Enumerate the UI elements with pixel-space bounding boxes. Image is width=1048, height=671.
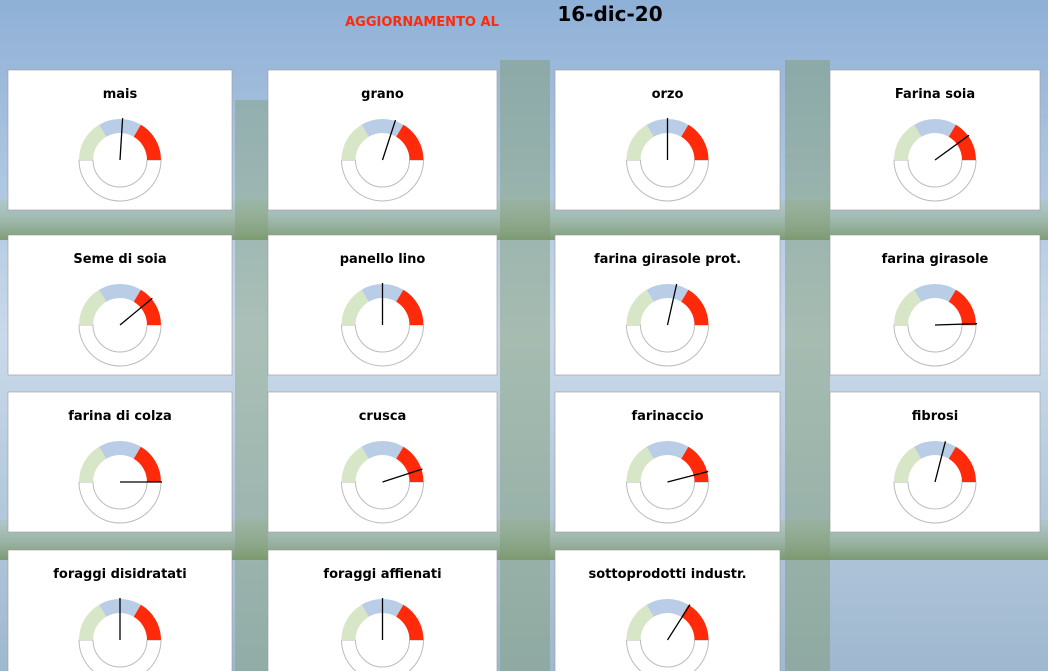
gauge-title: mais	[103, 87, 138, 102]
dashboard: AGGIORNAMENTO AL 16-dic-20 mais grano orzo…	[0, 0, 1048, 671]
gauge-card: grano	[268, 70, 497, 210]
gauge-card: mais	[8, 70, 232, 210]
gauge-title: foraggi affienati	[323, 567, 441, 582]
gauge-card: farinaccio	[555, 392, 780, 532]
gauge-title: panello lino	[340, 252, 426, 267]
gauge-card: sottoprodotti industr.	[555, 550, 780, 671]
gauge-title: farina girasole	[882, 252, 989, 267]
gauge-card: Seme di soia	[8, 235, 232, 375]
gauge-card: fibrosi	[830, 392, 1040, 532]
gauge-title: fibrosi	[912, 409, 958, 424]
gauge-title: Seme di soia	[73, 252, 166, 267]
background-plant	[500, 60, 550, 671]
gauge-card: crusca	[268, 392, 497, 532]
gauge-card: farina di colza	[8, 392, 232, 532]
gauge-card: farina girasole prot.	[555, 235, 780, 375]
gauge-title: farina di colza	[68, 409, 172, 424]
background-plant	[235, 100, 268, 671]
gauge-card: Farina soia	[830, 70, 1040, 210]
gauge-title: grano	[361, 87, 404, 102]
gauge-card: foraggi disidratati	[8, 550, 232, 671]
gauge-title: orzo	[652, 87, 684, 102]
gauge-title: sottoprodotti industr.	[588, 567, 746, 582]
gauge-card: orzo	[555, 70, 780, 210]
gauge-title: Farina soia	[895, 87, 975, 102]
page: AGGIORNAMENTO AL 16-dic-20 mais grano orzo…	[0, 0, 1048, 671]
update-label: AGGIORNAMENTO AL	[345, 15, 499, 30]
gauge-card: farina girasole	[830, 235, 1040, 375]
gauge-title: crusca	[359, 409, 407, 424]
gauge-title: farinaccio	[631, 409, 703, 424]
gauge-title: foraggi disidratati	[53, 567, 186, 582]
background-plant	[785, 60, 830, 671]
gauge-card: panello lino	[268, 235, 497, 375]
gauge-card: foraggi affienati	[268, 550, 497, 671]
update-date: 16-dic-20	[557, 2, 662, 26]
gauge-title: farina girasole prot.	[594, 252, 741, 267]
